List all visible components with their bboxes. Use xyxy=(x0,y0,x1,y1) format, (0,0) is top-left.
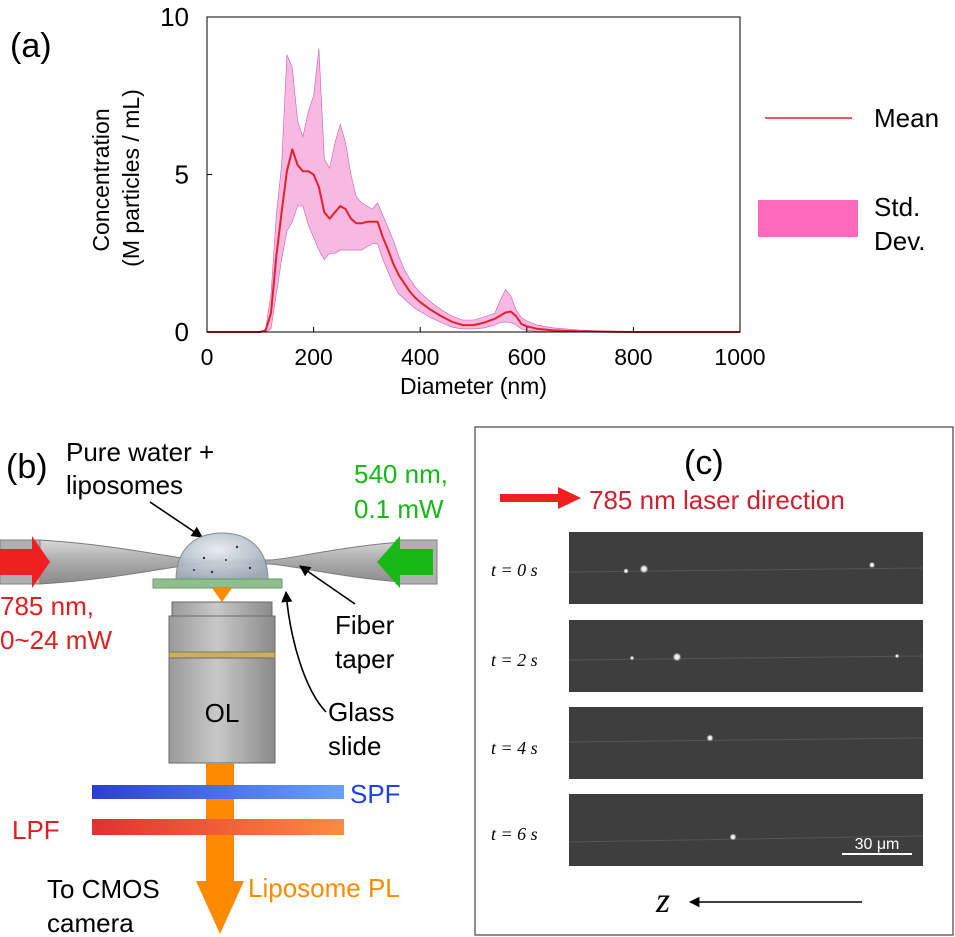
spf-label: SPF xyxy=(350,779,401,809)
pl-cone xyxy=(212,588,232,602)
legend-mean-label: Mean xyxy=(874,103,939,133)
frame-image xyxy=(569,794,923,866)
liposome-spot xyxy=(706,734,714,742)
glass-label-line2: slide xyxy=(328,731,381,761)
green-laser-arrow xyxy=(377,536,433,588)
camera-label-line2: camera xyxy=(47,908,134,937)
y-tick-label: 5 xyxy=(175,160,189,190)
frame-3: t = 6 s 30 μm xyxy=(491,794,924,866)
camera-label-line1: To CMOS xyxy=(47,874,160,904)
x-tick-label: 0 xyxy=(201,344,214,370)
liposome-spot xyxy=(629,655,635,661)
panel-b: (b) Pure water + liposomes 540 nm, 0.1 m… xyxy=(0,437,448,937)
red-laser-line2: 0~24 mW xyxy=(0,625,112,655)
spf-filter xyxy=(92,785,344,799)
sample-pointer xyxy=(149,501,203,538)
y-axis-label-line1: Concentration xyxy=(88,108,114,251)
legend-std-label-line2: Dev. xyxy=(874,226,926,256)
legend-std-label-line1: Std. xyxy=(874,192,920,222)
objective-tip xyxy=(171,601,273,617)
frame-time-label: t = 4 s xyxy=(491,738,538,758)
panel-a-label: (a) xyxy=(10,27,52,65)
glass-label-line1: Glass xyxy=(328,697,394,727)
legend-std-swatch xyxy=(758,200,858,237)
lpf-label: LPF xyxy=(12,815,60,845)
panel-a: (a) 0 200 400 600 800 1000 0 5 10 Diameter (nm) Co… xyxy=(10,2,939,399)
frame-image xyxy=(569,707,923,779)
mean-line xyxy=(207,148,740,333)
frame-time-label: t = 6 s xyxy=(491,824,538,844)
x-tick-label: 1000 xyxy=(714,344,765,370)
panel-c: (c) 785 nm laser direction t = 0 s t = 2… xyxy=(474,426,954,936)
chart-legend: Mean Std. Dev. xyxy=(758,103,939,256)
objective-ring xyxy=(168,651,276,659)
y-tick-label: 0 xyxy=(175,317,189,347)
std-dev-band xyxy=(207,48,741,333)
frame-0: t = 0 s xyxy=(491,532,924,604)
green-laser-line1: 540 nm, xyxy=(354,459,448,489)
glass-pointer xyxy=(281,590,327,713)
frame-time-label: t = 0 s xyxy=(491,560,538,580)
liposome-spot xyxy=(672,652,682,662)
frame-image xyxy=(569,532,923,604)
y-axis-label-line2: (M particles / mL) xyxy=(118,89,144,267)
glass-slide xyxy=(152,578,283,589)
x-axis-label: Diameter (nm) xyxy=(400,373,547,399)
scale-bar-label: 30 μm xyxy=(855,836,900,853)
frame-time-label: t = 2 s xyxy=(491,650,538,670)
frame-image xyxy=(569,620,923,692)
z-axis-label: z xyxy=(655,880,670,920)
x-tick-label: 800 xyxy=(614,344,652,370)
green-laser-line2: 0.1 mW xyxy=(354,494,444,524)
objective-label: OL xyxy=(205,698,240,728)
sample-label-line2: liposomes xyxy=(66,470,183,500)
liposome-spot xyxy=(894,653,900,659)
liposome-spot xyxy=(868,561,876,569)
pl-arrowhead xyxy=(196,881,244,934)
fiber-pointer xyxy=(299,565,356,605)
y-tick-label: 10 xyxy=(160,2,189,32)
laser-direction-arrow xyxy=(500,487,581,509)
liposome-dots xyxy=(193,545,252,574)
liposome-spot xyxy=(729,833,737,841)
objective-body xyxy=(168,657,276,764)
liposome-spot xyxy=(639,564,649,574)
fiber-label-line1: Fiber xyxy=(335,610,395,640)
x-tick-label: 400 xyxy=(401,344,439,370)
frame-1: t = 2 s xyxy=(491,620,924,692)
sample-label-line1: Pure water + xyxy=(66,437,214,467)
panel-c-label: (c) xyxy=(684,444,724,482)
laser-direction-label: 785 nm laser direction xyxy=(589,485,845,515)
x-tick-label: 200 xyxy=(294,344,332,370)
liposome-spot xyxy=(623,568,629,574)
red-laser-line1: 785 nm, xyxy=(0,591,94,621)
x-tick-label: 600 xyxy=(508,344,546,370)
lpf-filter xyxy=(92,819,344,835)
fiber-label-line2: taper xyxy=(335,644,395,674)
objective-upper xyxy=(168,615,276,653)
pl-label: Liposome PL xyxy=(248,873,400,903)
red-laser-arrow xyxy=(0,536,50,588)
liposome-droplet xyxy=(175,532,269,581)
concentration-chart: 0 200 400 600 800 1000 0 5 10 Diameter (nm) Concen… xyxy=(88,2,766,399)
frame-2: t = 4 s xyxy=(491,707,924,779)
panel-b-label: (b) xyxy=(6,448,48,486)
